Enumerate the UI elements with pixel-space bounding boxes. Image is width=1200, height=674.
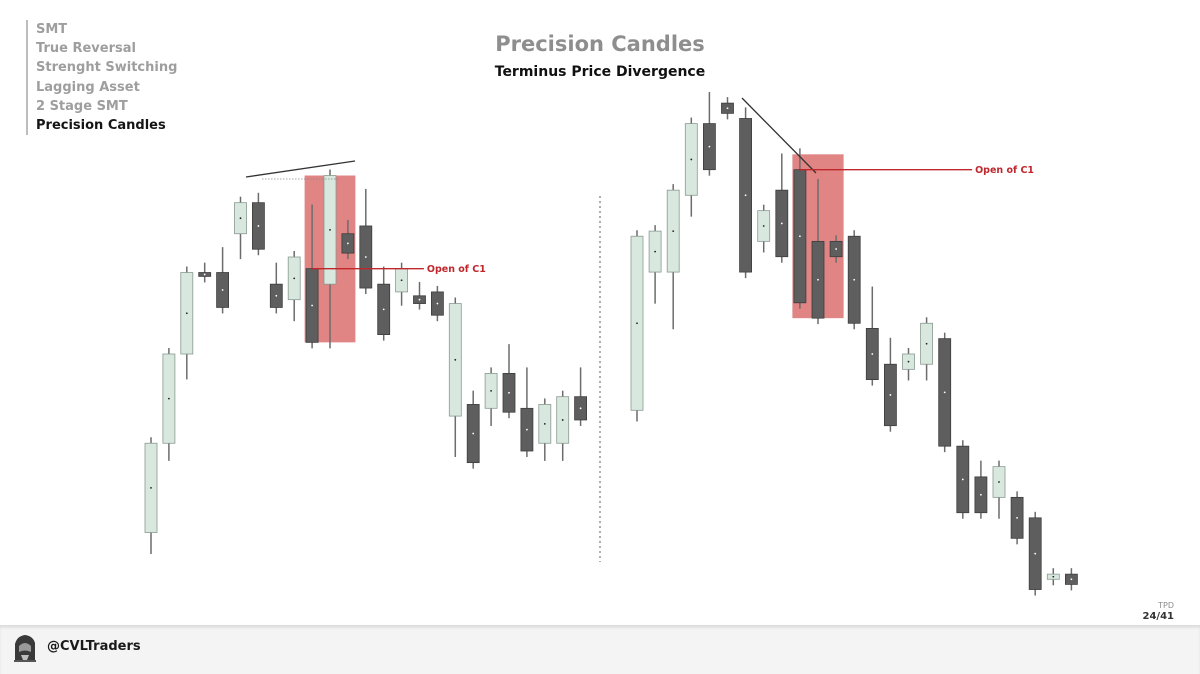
candle-midpoint-dot — [762, 225, 765, 227]
candle-midpoint-dot — [1052, 575, 1055, 578]
candle-midpoint-dot — [168, 397, 170, 400]
candle-midpoint-dot — [579, 407, 582, 410]
brand-logo-icon — [14, 635, 36, 662]
page-tag: TPD — [1158, 601, 1174, 610]
candle-midpoint-dot — [400, 279, 403, 282]
candle-midpoint-dot — [185, 312, 188, 315]
candle-midpoint-dot — [1034, 552, 1037, 555]
candle-midpoint-dot — [690, 158, 693, 161]
candle-midpoint-dot — [980, 493, 982, 496]
candle-midpoint-dot — [150, 486, 152, 489]
candle-midpoint-dot — [853, 278, 856, 281]
candle-midpoint-dot — [925, 342, 928, 345]
candle-midpoint-dot — [744, 194, 747, 197]
divergence-trend-line — [741, 97, 817, 174]
page-title: Precision Candles — [495, 32, 705, 56]
candle-midpoint-dot — [329, 228, 331, 231]
page-number: 24/41 — [1142, 611, 1174, 622]
candle-midpoint-dot — [889, 394, 892, 396]
candle-midpoint-dot — [998, 481, 1000, 483]
candle-midpoint-dot — [835, 248, 837, 250]
candle-midpoint-dot — [726, 107, 729, 110]
candle-midpoint-dot — [508, 391, 510, 394]
candle-midpoint-dot — [780, 222, 783, 225]
candle-midpoint-dot — [526, 428, 528, 431]
candle-midpoint-dot — [203, 273, 206, 276]
author-handle: @CVLTraders — [47, 639, 141, 654]
candle-midpoint-dot — [239, 217, 242, 220]
candle-midpoint-dot — [1070, 578, 1073, 581]
candle-midpoint-dot — [817, 278, 819, 281]
candle-midpoint-dot — [799, 235, 801, 238]
divergence-trend-line — [245, 160, 356, 178]
footer-bar: @CVLTraders — [0, 625, 1200, 674]
candle-midpoint-dot — [490, 389, 492, 392]
candle-midpoint-dot — [382, 308, 385, 311]
page-subtitle: Terminus Price Divergence — [494, 64, 706, 80]
charts-canvas: Open of C1 Open of C1 — [144, 92, 1078, 596]
candle-midpoint-dot — [347, 242, 349, 245]
open-of-c1-label: Open of C1 — [975, 165, 1034, 176]
open-of-c1-label: Open of C1 — [427, 264, 486, 275]
candle-midpoint-dot — [311, 304, 313, 307]
candle-midpoint-dot — [257, 225, 260, 227]
toc-item-2-stage-smt[interactable]: 2 Stage SMT — [36, 98, 128, 114]
candle-midpoint-dot — [672, 230, 675, 233]
toc-item-lagging-asset[interactable]: Lagging Asset — [36, 79, 140, 95]
candle-midpoint-dot — [943, 391, 946, 394]
candle-midpoint-dot — [364, 256, 367, 258]
candle-midpoint-dot — [436, 302, 439, 305]
candle-midpoint-dot — [275, 294, 278, 297]
candle-midpoint-dot — [418, 298, 421, 301]
candle-midpoint-dot — [472, 432, 475, 435]
candle-midpoint-dot — [293, 277, 296, 280]
toc-item-precision-candles[interactable]: Precision Candles — [36, 118, 166, 134]
topic-nav: SMT True Reversal Strenght Switching Lag… — [26, 20, 178, 136]
bullish-candlestick-chart: Open of C1 — [144, 160, 587, 554]
candle-midpoint-dot — [561, 419, 564, 421]
bearish-candlestick-chart: Open of C1 — [630, 92, 1078, 596]
candle-midpoint-dot — [1016, 516, 1018, 519]
candle-midpoint-dot — [708, 145, 711, 148]
candle-midpoint-dot — [907, 360, 910, 363]
candle-midpoint-dot — [654, 250, 656, 253]
candle-midpoint-dot — [543, 422, 546, 425]
candle-midpoint-dot — [871, 353, 874, 355]
candle-midpoint-dot — [961, 478, 964, 481]
toc-item-true-reversal[interactable]: True Reversal — [36, 41, 136, 57]
toc-item-smt[interactable]: SMT — [36, 22, 68, 37]
candle-midpoint-dot — [221, 289, 224, 291]
candle-midpoint-dot — [636, 322, 638, 325]
toc-item-strength-switching[interactable]: Strenght Switching — [36, 60, 178, 76]
candle-midpoint-dot — [454, 358, 457, 361]
